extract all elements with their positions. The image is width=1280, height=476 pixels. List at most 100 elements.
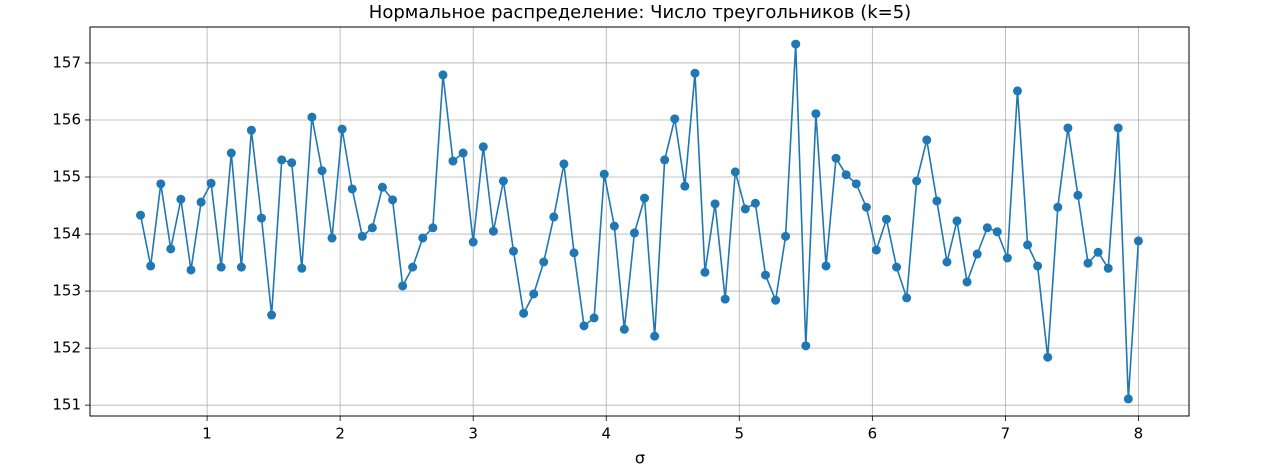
- data-point: [1123, 394, 1133, 404]
- data-point: [811, 109, 821, 119]
- data-point: [1053, 202, 1063, 212]
- data-point: [992, 227, 1002, 237]
- data-point: [549, 212, 559, 222]
- plot-frame: [89, 26, 1190, 417]
- data-point: [640, 193, 650, 203]
- data-point: [871, 245, 881, 255]
- data-point: [670, 114, 680, 124]
- data-point: [357, 231, 367, 241]
- data-point: [962, 277, 972, 287]
- data-point: [892, 262, 902, 272]
- data-point: [448, 156, 458, 166]
- y-tick-label: 156: [52, 110, 81, 128]
- data-point: [226, 148, 236, 158]
- y-tick-label: 153: [52, 282, 81, 300]
- data-point: [589, 313, 599, 323]
- data-point: [760, 270, 770, 280]
- data-point: [196, 197, 206, 207]
- data-point: [1083, 258, 1093, 268]
- data-point: [519, 308, 529, 318]
- data-point: [952, 216, 962, 226]
- x-tick-label: 2: [335, 425, 345, 443]
- x-axis-label: σ: [635, 449, 645, 468]
- data-point: [206, 178, 216, 188]
- data-point: [1133, 236, 1143, 246]
- data-point: [317, 166, 327, 176]
- y-tick-label: 151: [52, 396, 81, 414]
- data-point: [488, 226, 498, 236]
- data-point: [509, 246, 519, 256]
- x-tick-label: 1: [202, 425, 212, 443]
- data-point: [408, 262, 418, 272]
- data-point: [942, 257, 952, 267]
- data-point: [277, 155, 287, 165]
- data-point: [216, 262, 226, 272]
- x-tick-label: 8: [1134, 425, 1144, 443]
- data-point: [136, 210, 146, 220]
- data-point: [821, 261, 831, 271]
- data-point: [146, 261, 156, 271]
- data-point: [629, 228, 639, 238]
- data-point: [1002, 253, 1012, 263]
- data-point: [750, 198, 760, 208]
- data-point: [367, 223, 377, 233]
- data-point: [438, 70, 448, 80]
- data-point: [257, 213, 267, 223]
- y-tick-label: 155: [52, 168, 81, 186]
- data-point: [881, 214, 891, 224]
- data-point: [307, 112, 317, 122]
- data-point: [982, 223, 992, 233]
- data-point: [156, 179, 166, 189]
- data-point: [569, 248, 579, 258]
- data-point: [912, 176, 922, 186]
- data-point: [418, 233, 428, 243]
- data-point: [861, 202, 871, 212]
- data-point: [398, 281, 408, 291]
- data-point: [831, 153, 841, 163]
- data-point: [700, 267, 710, 277]
- y-tick-label: 157: [52, 53, 81, 71]
- data-point: [851, 179, 861, 189]
- data-point: [166, 244, 176, 254]
- data-point: [599, 169, 609, 179]
- data-point: [740, 204, 750, 214]
- data-point: [327, 233, 337, 243]
- data-point: [347, 184, 357, 194]
- data-point: [771, 295, 781, 305]
- data-point: [1103, 263, 1113, 273]
- data-point: [710, 199, 720, 209]
- data-point: [176, 194, 186, 204]
- data-point: [267, 310, 277, 320]
- data-point: [1113, 123, 1123, 133]
- data-point: [539, 257, 549, 267]
- y-tick-label: 152: [52, 339, 81, 357]
- data-point: [529, 289, 539, 299]
- data-point: [428, 223, 438, 233]
- x-tick-label: 6: [868, 425, 878, 443]
- x-tick-label: 5: [735, 425, 745, 443]
- data-point: [1043, 352, 1053, 362]
- data-point: [690, 68, 700, 78]
- data-point: [1063, 123, 1073, 133]
- x-tick-label: 3: [468, 425, 478, 443]
- chart-title: Нормальное распределение: Число треуголь…: [369, 2, 911, 23]
- data-point: [186, 265, 196, 275]
- y-tick-label: 154: [52, 225, 81, 243]
- data-point: [791, 39, 801, 49]
- data-point: [559, 159, 569, 169]
- data-point: [660, 155, 670, 165]
- data-point: [388, 195, 398, 205]
- data-point: [236, 262, 246, 272]
- data-point: [1093, 247, 1103, 257]
- data-point: [579, 321, 589, 331]
- data-point: [650, 331, 660, 341]
- data-point: [922, 135, 932, 145]
- data-point: [377, 182, 387, 192]
- data-point: [1033, 261, 1043, 271]
- data-point: [246, 125, 256, 135]
- data-point: [297, 263, 307, 273]
- x-tick-label: 7: [1001, 425, 1011, 443]
- data-point: [619, 324, 629, 334]
